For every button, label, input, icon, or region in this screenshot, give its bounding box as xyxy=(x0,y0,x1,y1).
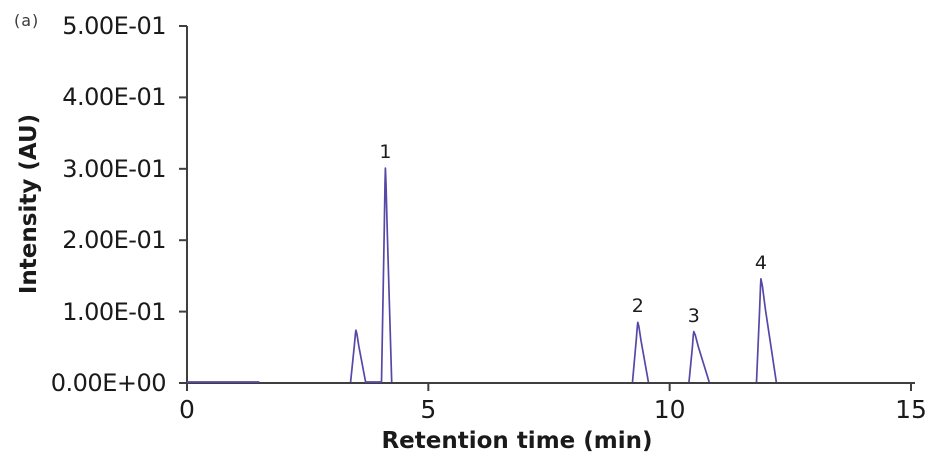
y-tick-label: 5.00E-01 xyxy=(62,12,166,40)
peak-label-3: 3 xyxy=(687,304,700,327)
peak-label-4: 4 xyxy=(754,251,767,274)
peak-label-1: 1 xyxy=(379,141,392,164)
y-tick-label: 4.00E-01 xyxy=(62,83,166,112)
chromatogram-trace xyxy=(187,167,778,383)
panel-label: (a) xyxy=(14,11,40,30)
y-tick-label: 1.00E-01 xyxy=(62,297,166,326)
x-axis-title: Retention time (min) xyxy=(381,428,653,454)
y-tick-label: 0.00E+00 xyxy=(50,369,167,397)
x-tick-label: 5 xyxy=(420,395,437,424)
x-tick-label: 10 xyxy=(653,395,686,424)
x-tick-label: 15 xyxy=(895,395,927,424)
y-tick-label: 2.00E-01 xyxy=(62,226,166,255)
y-tick-label: 3.00E-01 xyxy=(62,154,166,183)
x-tick-label: 0 xyxy=(179,395,195,424)
peak-label-2: 2 xyxy=(631,295,644,318)
